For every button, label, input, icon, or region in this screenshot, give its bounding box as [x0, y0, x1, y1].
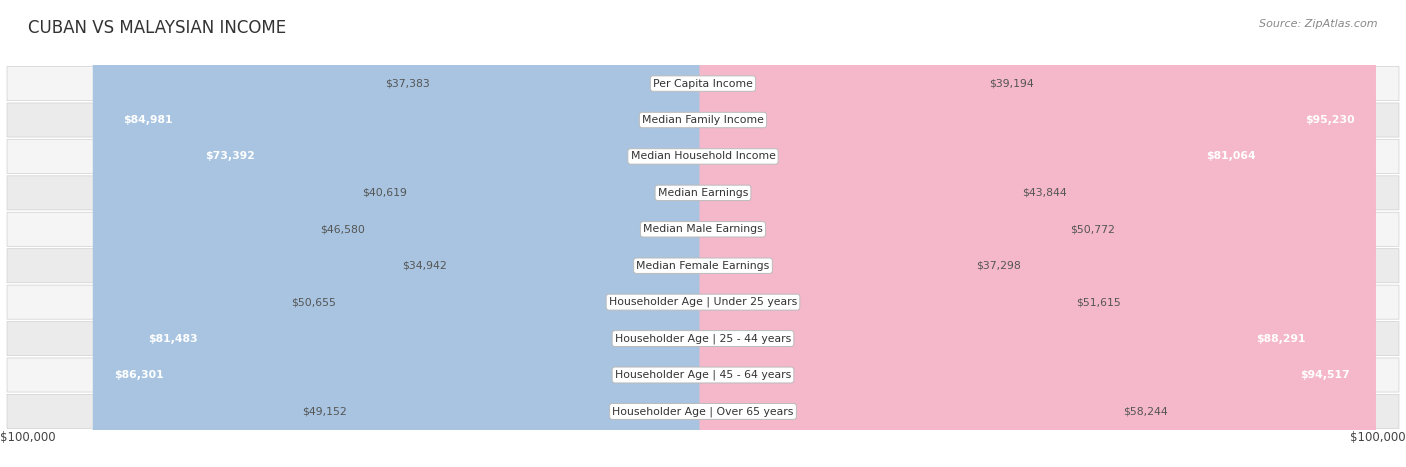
Text: Householder Age | 25 - 44 years: Householder Age | 25 - 44 years	[614, 333, 792, 344]
FancyBboxPatch shape	[7, 358, 1399, 392]
FancyBboxPatch shape	[700, 0, 1070, 467]
Text: $84,981: $84,981	[124, 115, 173, 125]
Text: Median Male Earnings: Median Male Earnings	[643, 224, 763, 234]
Text: CUBAN VS MALAYSIAN INCOME: CUBAN VS MALAYSIAN INCOME	[28, 19, 287, 37]
Text: $46,580: $46,580	[321, 224, 366, 234]
FancyBboxPatch shape	[700, 0, 1327, 467]
Text: $40,619: $40,619	[361, 188, 406, 198]
FancyBboxPatch shape	[7, 394, 1399, 429]
FancyBboxPatch shape	[7, 285, 1399, 319]
Text: Per Capita Income: Per Capita Income	[652, 78, 754, 89]
Text: $100,000: $100,000	[0, 432, 56, 445]
Text: $81,483: $81,483	[148, 333, 197, 344]
Text: $58,244: $58,244	[1123, 406, 1168, 417]
Text: $73,392: $73,392	[205, 151, 254, 162]
FancyBboxPatch shape	[454, 0, 707, 467]
FancyBboxPatch shape	[700, 0, 1063, 467]
Text: Median Family Income: Median Family Income	[643, 115, 763, 125]
Text: Median Female Earnings: Median Female Earnings	[637, 261, 769, 271]
FancyBboxPatch shape	[103, 0, 707, 467]
FancyBboxPatch shape	[700, 0, 1015, 467]
FancyBboxPatch shape	[7, 139, 1399, 174]
Text: $81,064: $81,064	[1206, 151, 1256, 162]
Text: $88,291: $88,291	[1257, 333, 1306, 344]
Text: Median Earnings: Median Earnings	[658, 188, 748, 198]
FancyBboxPatch shape	[354, 0, 707, 467]
FancyBboxPatch shape	[7, 176, 1399, 210]
FancyBboxPatch shape	[127, 0, 707, 467]
FancyBboxPatch shape	[700, 0, 1371, 467]
FancyBboxPatch shape	[93, 0, 707, 467]
FancyBboxPatch shape	[343, 0, 707, 467]
Text: Householder Age | Over 65 years: Householder Age | Over 65 years	[612, 406, 794, 417]
FancyBboxPatch shape	[700, 0, 981, 467]
FancyBboxPatch shape	[373, 0, 707, 467]
Text: $94,517: $94,517	[1301, 370, 1350, 380]
Text: $86,301: $86,301	[114, 370, 163, 380]
Text: Source: ZipAtlas.com: Source: ZipAtlas.com	[1260, 19, 1378, 28]
FancyBboxPatch shape	[413, 0, 707, 467]
Text: $50,772: $50,772	[1070, 224, 1115, 234]
Text: $51,615: $51,615	[1077, 297, 1121, 307]
FancyBboxPatch shape	[7, 212, 1399, 247]
Text: $95,230: $95,230	[1305, 115, 1355, 125]
Text: Median Household Income: Median Household Income	[630, 151, 776, 162]
FancyBboxPatch shape	[7, 248, 1399, 283]
Text: $49,152: $49,152	[302, 406, 347, 417]
FancyBboxPatch shape	[437, 0, 707, 467]
Text: $39,194: $39,194	[988, 78, 1033, 89]
Text: $100,000: $100,000	[1350, 432, 1406, 445]
FancyBboxPatch shape	[700, 0, 1277, 467]
Text: $34,942: $34,942	[402, 261, 447, 271]
FancyBboxPatch shape	[184, 0, 707, 467]
FancyBboxPatch shape	[700, 0, 969, 467]
FancyBboxPatch shape	[7, 103, 1399, 137]
Text: $37,383: $37,383	[385, 78, 430, 89]
Text: $37,298: $37,298	[976, 261, 1021, 271]
FancyBboxPatch shape	[700, 0, 1376, 467]
Text: Householder Age | Under 25 years: Householder Age | Under 25 years	[609, 297, 797, 307]
FancyBboxPatch shape	[7, 321, 1399, 356]
Text: $43,844: $43,844	[1022, 188, 1067, 198]
Text: $50,655: $50,655	[291, 297, 336, 307]
FancyBboxPatch shape	[700, 0, 1116, 467]
FancyBboxPatch shape	[7, 66, 1399, 101]
Text: Householder Age | 45 - 64 years: Householder Age | 45 - 64 years	[614, 370, 792, 380]
